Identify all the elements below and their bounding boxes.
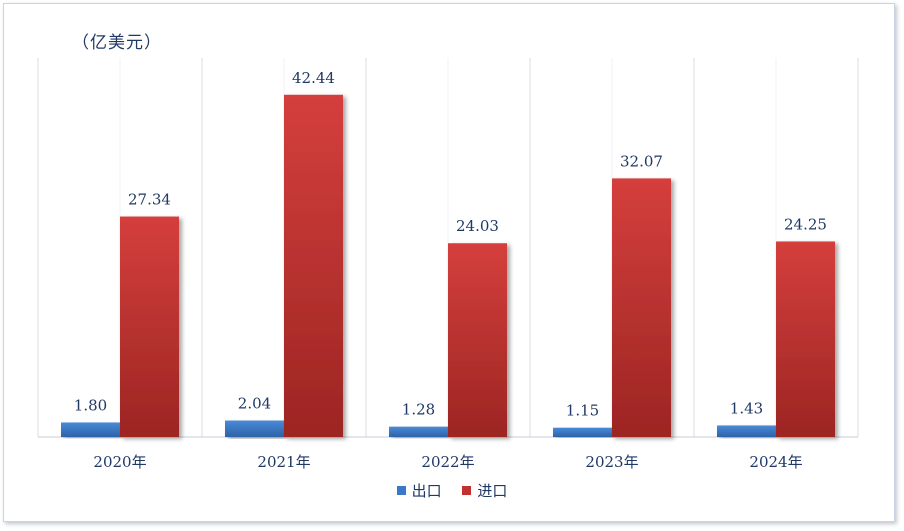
export-bar-2024年 [717, 425, 776, 437]
unit-label: （亿美元） [72, 33, 162, 53]
import-value-label: 42.44 [292, 69, 335, 87]
export-bar-2021年 [225, 420, 284, 437]
import-value-label: 24.25 [784, 215, 827, 233]
export-bar-2023年 [553, 427, 612, 437]
import-bar-2020年 [120, 216, 179, 437]
export-value-label: 1.28 [402, 401, 435, 419]
legend-swatch-import [462, 486, 472, 495]
legend-label-import: 进口 [477, 482, 508, 500]
x-tick-label: 2024年 [749, 453, 802, 471]
export-value-label: 1.15 [566, 402, 599, 420]
legend-swatch-export [396, 486, 406, 495]
export-bar-2022年 [389, 426, 448, 437]
x-tick-label: 2023年 [585, 453, 638, 471]
import-value-label: 32.07 [620, 152, 663, 170]
export-value-label: 1.80 [74, 396, 107, 414]
legend-item-import: 进口 [462, 480, 507, 501]
export-value-label: 2.04 [238, 395, 271, 413]
import-bar-2021年 [284, 94, 343, 438]
import-value-label: 27.34 [128, 191, 171, 209]
export-value-label: 1.43 [730, 399, 763, 417]
import-value-label: 24.03 [456, 217, 499, 235]
legend-label-export: 出口 [411, 482, 442, 500]
legend-item-export: 出口 [396, 480, 442, 501]
export-bar-2020年 [61, 422, 120, 437]
x-tick-label: 2021年 [257, 453, 310, 471]
import-bar-2023年 [612, 178, 671, 437]
x-tick-label: 2020年 [93, 453, 146, 471]
legend: 出口 进口 [0, 480, 904, 501]
x-tick-label: 2022年 [421, 453, 474, 471]
import-bar-2024年 [776, 241, 835, 437]
import-bar-2022年 [448, 243, 507, 437]
